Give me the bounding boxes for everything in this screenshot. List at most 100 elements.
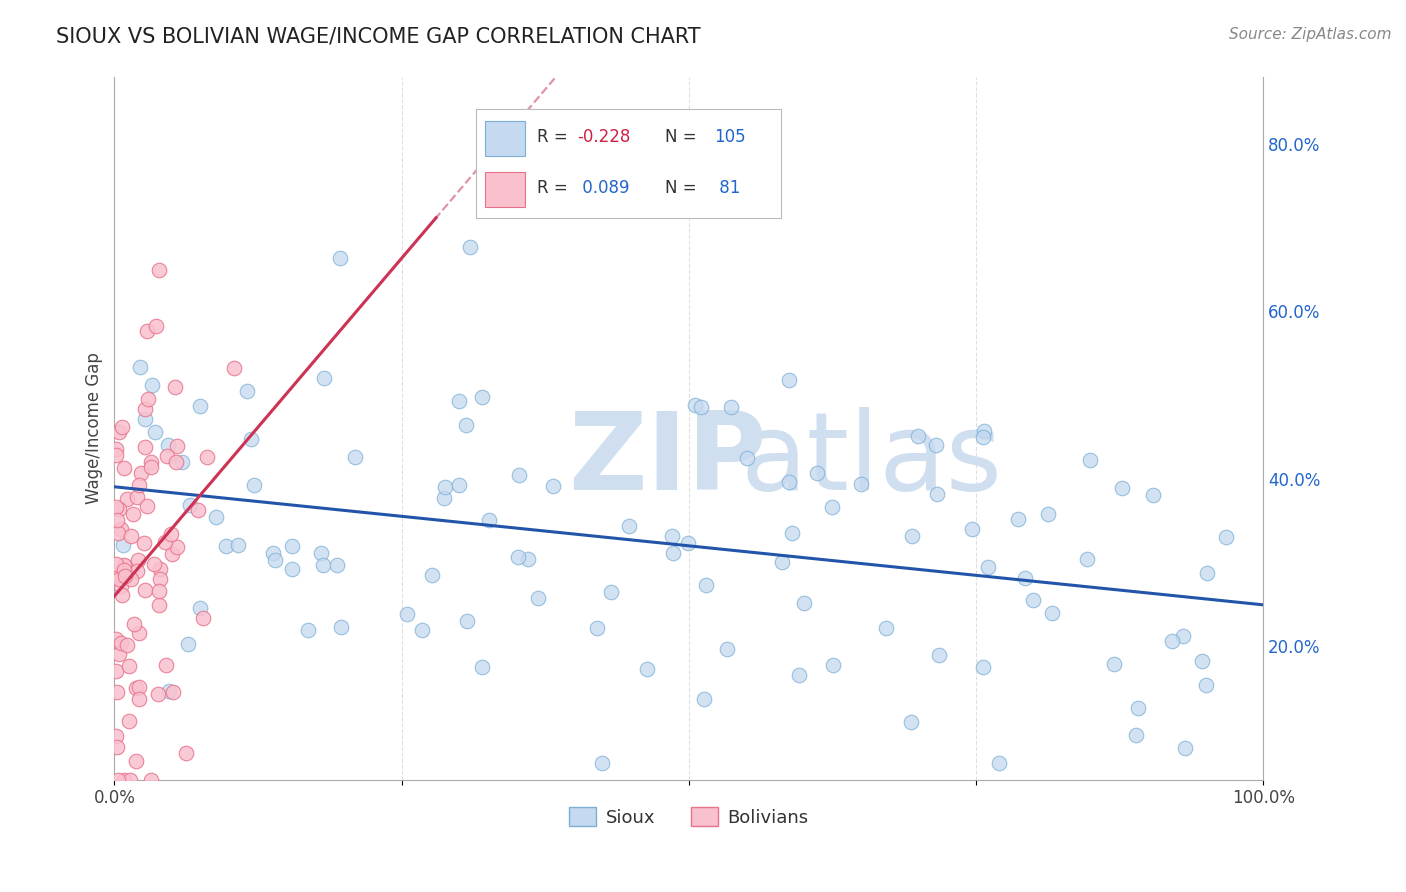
Point <box>111 538 134 552</box>
Point <box>458 240 481 254</box>
Point <box>226 538 249 552</box>
Point <box>174 746 197 760</box>
Point <box>127 552 149 566</box>
Point <box>1022 593 1045 607</box>
Text: SIOUX VS BOLIVIAN WAGE/INCOME GAP CORRELATION CHART: SIOUX VS BOLIVIAN WAGE/INCOME GAP CORREL… <box>56 27 700 46</box>
Point <box>433 491 456 505</box>
Point <box>1076 551 1098 566</box>
Point <box>586 621 609 635</box>
Point <box>155 658 177 673</box>
Point <box>778 475 800 489</box>
Point <box>141 378 163 392</box>
Point <box>243 477 266 491</box>
Point <box>297 623 319 637</box>
Point <box>115 638 138 652</box>
Point <box>128 625 150 640</box>
Point <box>236 384 259 399</box>
Point <box>108 502 131 516</box>
Point <box>1215 530 1237 544</box>
Point <box>591 756 613 770</box>
Point <box>177 637 200 651</box>
Point <box>264 553 287 567</box>
Point <box>110 588 132 602</box>
Point <box>1191 654 1213 668</box>
Point <box>1171 628 1194 642</box>
Point <box>104 729 127 743</box>
Point <box>163 379 186 393</box>
Point <box>107 525 129 540</box>
Point <box>1174 741 1197 756</box>
Point <box>778 373 800 387</box>
Point <box>1128 701 1150 715</box>
Point <box>676 536 699 550</box>
Point <box>105 685 128 699</box>
Point <box>110 636 132 650</box>
Point <box>973 424 995 438</box>
Point <box>928 648 950 662</box>
Point <box>146 687 169 701</box>
Point <box>1102 657 1125 671</box>
Point <box>543 479 565 493</box>
Point <box>780 526 803 541</box>
Point <box>118 772 141 787</box>
Legend: Sioux, Bolivians: Sioux, Bolivians <box>562 800 815 834</box>
Point <box>326 558 349 573</box>
Point <box>262 546 284 560</box>
Point <box>191 611 214 625</box>
Point <box>849 477 872 491</box>
Point <box>683 398 706 412</box>
Point <box>142 558 165 572</box>
Point <box>508 468 530 483</box>
Point <box>222 360 245 375</box>
Point <box>107 772 129 787</box>
Point <box>925 438 948 452</box>
Point <box>600 584 623 599</box>
Point <box>281 539 304 553</box>
Text: atlas: atlas <box>741 407 1002 513</box>
Point <box>187 503 209 517</box>
Point <box>737 450 759 465</box>
Point <box>517 551 540 566</box>
Point <box>471 660 494 674</box>
Point <box>661 529 683 543</box>
Point <box>105 632 128 646</box>
Point <box>128 478 150 492</box>
Point <box>972 659 994 673</box>
Point <box>139 772 162 787</box>
Point <box>114 558 136 573</box>
Point <box>1142 488 1164 502</box>
Point <box>1040 606 1063 620</box>
Point <box>160 547 183 561</box>
Point <box>125 681 148 695</box>
Point <box>976 560 998 574</box>
Point <box>1195 678 1218 692</box>
Point <box>122 617 145 632</box>
Point <box>190 399 212 413</box>
Point <box>139 454 162 468</box>
Point <box>907 429 929 443</box>
Point <box>1007 511 1029 525</box>
Point <box>153 535 176 549</box>
Point <box>330 620 353 634</box>
Point <box>170 455 193 469</box>
Point <box>149 573 172 587</box>
Point <box>148 598 170 612</box>
Point <box>134 402 156 417</box>
Point <box>972 430 994 444</box>
Point <box>120 529 142 543</box>
Point <box>205 509 228 524</box>
Point <box>793 596 815 610</box>
Point <box>925 486 948 500</box>
Point <box>690 401 713 415</box>
Point <box>105 740 128 755</box>
Point <box>433 480 456 494</box>
Text: ZIP: ZIP <box>568 407 766 513</box>
Point <box>617 518 640 533</box>
Point <box>240 432 263 446</box>
Point <box>166 439 188 453</box>
Point <box>112 772 135 787</box>
Point <box>960 522 983 536</box>
Point <box>124 754 146 768</box>
Point <box>115 492 138 507</box>
Point <box>114 461 136 475</box>
